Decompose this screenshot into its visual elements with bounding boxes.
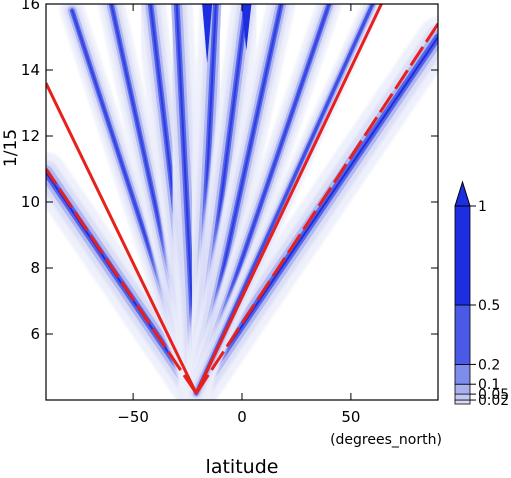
x-tick-label: 50: [341, 408, 360, 426]
x-axis: −50 0 50: [117, 4, 360, 426]
reference-line-dashed: [195, 22, 438, 395]
y-tick-label: 14: [21, 61, 40, 79]
reference-line-solid: [46, 82, 198, 395]
colorbar-label: 0.2: [478, 357, 500, 373]
x-axis-units: (degrees_north): [330, 432, 442, 448]
colorbar: 0.020.050.1 0.2 0.5 1: [454, 180, 509, 409]
x-axis-label: latitude: [206, 456, 279, 478]
y-tick-label: 8: [30, 259, 40, 277]
colorbar-label: 0.5: [478, 298, 500, 314]
y-tick-label: 16: [21, 0, 40, 13]
y-axis: 6 8 10 12 14 16: [21, 0, 438, 343]
colorbar-label: 1: [478, 199, 487, 215]
reference-line-dashed: [46, 168, 198, 395]
colorbar-label: 0.02: [478, 393, 509, 409]
colorbar-band: [454, 383, 471, 395]
x-tick-label: 0: [237, 408, 247, 426]
colorbar-band: [454, 304, 471, 365]
colorbar-label: 0.1: [478, 377, 500, 393]
colorbar-label: 0.05: [478, 387, 509, 403]
reference-line-solid: [194, 4, 383, 395]
reference-lines: [46, 4, 438, 395]
x-tick-label: −50: [117, 408, 149, 426]
colorbar-extend-arrow: [454, 180, 471, 207]
colorbar-band: [454, 393, 471, 401]
colorbar-band: [454, 399, 471, 405]
y-tick-label: 10: [21, 193, 40, 211]
y-tick-label: 12: [21, 127, 40, 145]
colorbar-band: [454, 363, 471, 385]
y-tick-label: 6: [30, 325, 40, 343]
colorbar-band: [454, 205, 471, 306]
spike-0: [202, 4, 213, 64]
spike-1: [241, 4, 252, 51]
y-axis-label: 1/15: [1, 129, 21, 167]
